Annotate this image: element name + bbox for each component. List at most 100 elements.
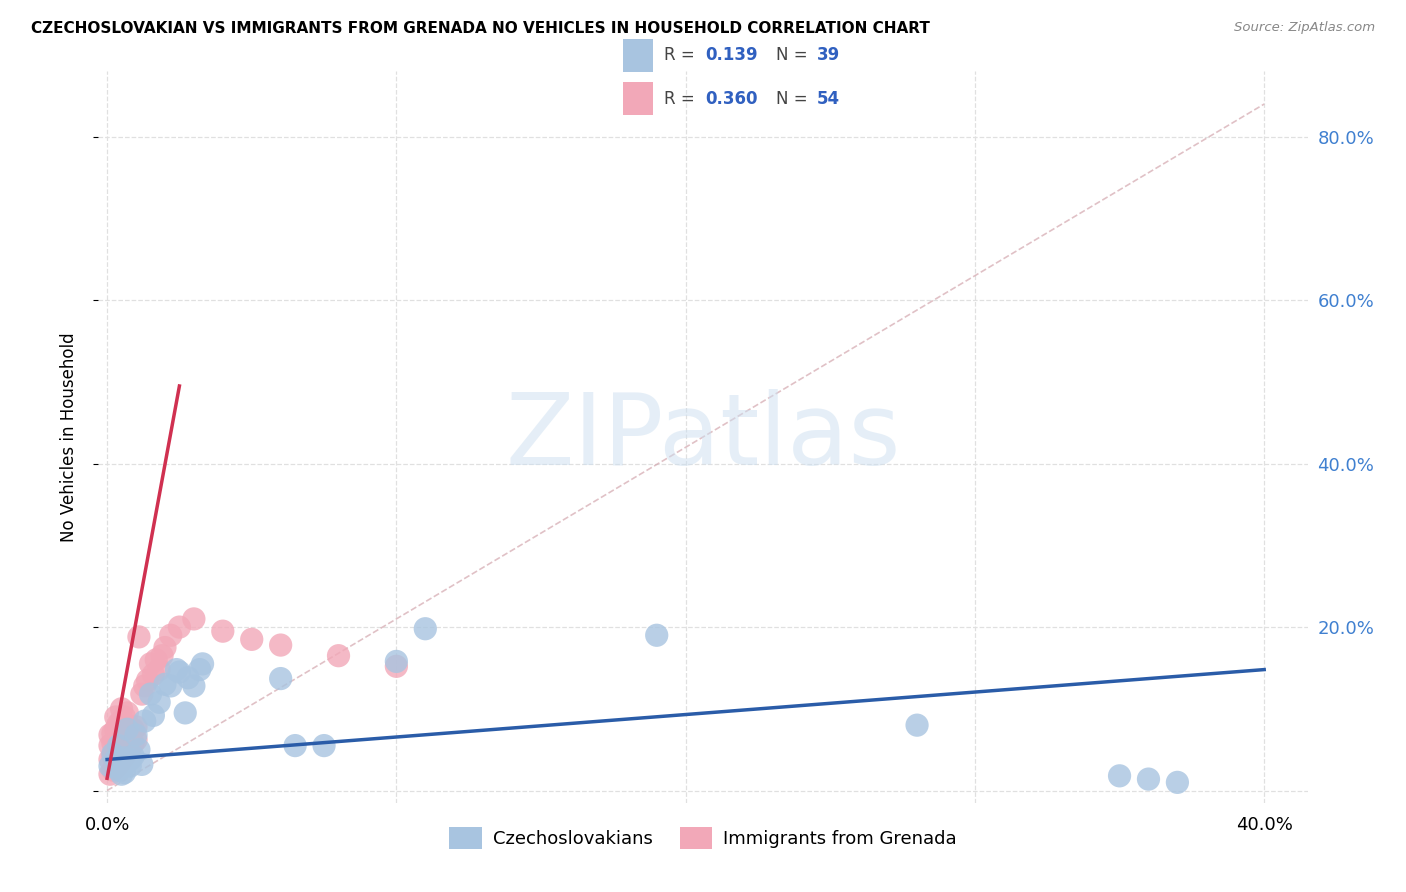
Point: [148, 695, 170, 709]
Point: [145, 653, 167, 667]
Point: [101, 763, 124, 777]
Point: [139, 657, 162, 671]
Point: [128, 630, 150, 644]
Point: [122, 749, 145, 764]
Point: [136, 673, 159, 688]
Text: R =: R =: [664, 46, 700, 64]
Point: [104, 744, 127, 758]
Point: [104, 752, 127, 766]
Point: [385, 654, 408, 668]
Point: [110, 702, 132, 716]
Point: [169, 620, 191, 634]
Point: [107, 757, 129, 772]
Point: [188, 663, 211, 677]
Point: [645, 628, 668, 642]
Point: [1108, 769, 1130, 783]
Point: [122, 723, 145, 737]
FancyBboxPatch shape: [623, 39, 652, 71]
Point: [110, 714, 132, 728]
Point: [1166, 775, 1188, 789]
Text: N =: N =: [776, 46, 813, 64]
Point: [312, 739, 335, 753]
Point: [114, 749, 136, 764]
Point: [284, 739, 307, 753]
Text: Source: ZipAtlas.com: Source: ZipAtlas.com: [1234, 21, 1375, 35]
Text: 0.139: 0.139: [704, 46, 758, 64]
Point: [148, 663, 170, 677]
Point: [110, 726, 132, 740]
Point: [98, 759, 121, 773]
Point: [153, 677, 176, 691]
Point: [905, 718, 928, 732]
Point: [101, 736, 124, 750]
Point: [120, 741, 142, 756]
Point: [114, 710, 136, 724]
Point: [159, 628, 181, 642]
Point: [114, 734, 136, 748]
Point: [159, 679, 181, 693]
Legend: Czechoslovakians, Immigrants from Grenada: Czechoslovakians, Immigrants from Grenad…: [441, 820, 965, 856]
Point: [122, 736, 145, 750]
FancyBboxPatch shape: [623, 82, 652, 115]
Point: [131, 687, 153, 701]
Point: [125, 720, 148, 734]
Point: [1137, 772, 1160, 786]
Point: [117, 706, 139, 720]
Point: [131, 757, 153, 772]
Point: [107, 728, 129, 742]
Point: [107, 739, 129, 753]
Point: [134, 679, 156, 693]
Point: [125, 728, 148, 742]
Point: [328, 648, 350, 663]
Point: [98, 767, 121, 781]
Point: [128, 742, 150, 756]
Point: [270, 672, 292, 686]
Point: [211, 624, 233, 639]
Point: [117, 731, 139, 745]
Point: [110, 752, 132, 766]
Point: [139, 687, 162, 701]
Text: 0.360: 0.360: [704, 90, 758, 108]
Point: [110, 739, 132, 753]
Point: [104, 732, 127, 747]
Point: [101, 726, 124, 740]
Text: N =: N =: [776, 90, 813, 108]
Point: [413, 622, 436, 636]
Point: [114, 723, 136, 737]
Text: 54: 54: [817, 90, 841, 108]
Point: [385, 659, 408, 673]
Point: [174, 706, 197, 720]
Point: [120, 728, 142, 742]
Point: [98, 739, 121, 753]
Point: [153, 640, 176, 655]
Text: 39: 39: [817, 46, 841, 64]
Y-axis label: No Vehicles in Household: No Vehicles in Household: [59, 332, 77, 542]
Point: [110, 757, 132, 772]
Point: [169, 665, 191, 679]
Point: [191, 657, 214, 671]
Point: [183, 612, 205, 626]
Point: [110, 767, 132, 781]
Point: [120, 752, 142, 766]
Point: [114, 751, 136, 765]
Text: CZECHOSLOVAKIAN VS IMMIGRANTS FROM GRENADA NO VEHICLES IN HOUSEHOLD CORRELATION : CZECHOSLOVAKIAN VS IMMIGRANTS FROM GRENA…: [31, 21, 929, 37]
Point: [142, 667, 165, 681]
Point: [240, 632, 263, 647]
Point: [117, 723, 139, 737]
Point: [107, 741, 129, 756]
Point: [142, 708, 165, 723]
Point: [104, 710, 127, 724]
Text: R =: R =: [664, 90, 700, 108]
Point: [183, 679, 205, 693]
Point: [104, 723, 127, 737]
Point: [101, 749, 124, 764]
Point: [270, 638, 292, 652]
Point: [98, 728, 121, 742]
Point: [120, 759, 142, 773]
Point: [114, 765, 136, 780]
Point: [117, 744, 139, 758]
Point: [134, 714, 156, 728]
Point: [125, 732, 148, 747]
Text: ZIPatlas: ZIPatlas: [505, 389, 901, 485]
Point: [166, 663, 188, 677]
